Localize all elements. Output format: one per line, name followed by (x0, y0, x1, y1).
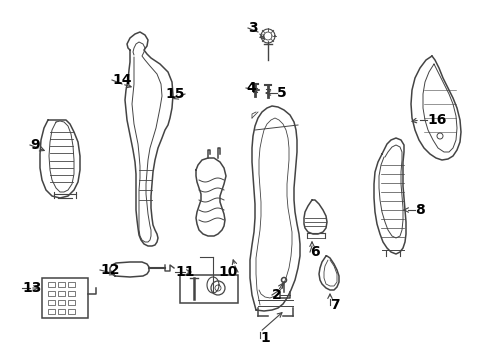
Text: 8: 8 (415, 203, 425, 217)
Text: 9: 9 (30, 138, 40, 152)
Text: 4: 4 (246, 81, 256, 95)
Text: 14: 14 (112, 73, 131, 87)
Text: 6: 6 (310, 245, 319, 259)
Text: 13: 13 (22, 281, 41, 295)
Text: 10: 10 (219, 265, 238, 279)
Text: 5: 5 (277, 86, 287, 100)
Text: 1: 1 (260, 331, 270, 345)
Text: 2: 2 (272, 288, 282, 302)
Text: 7: 7 (330, 298, 340, 312)
Text: 12: 12 (100, 263, 120, 277)
Text: 16: 16 (427, 113, 446, 127)
Text: 11: 11 (175, 265, 195, 279)
Text: 3: 3 (248, 21, 258, 35)
Text: 15: 15 (166, 87, 185, 101)
